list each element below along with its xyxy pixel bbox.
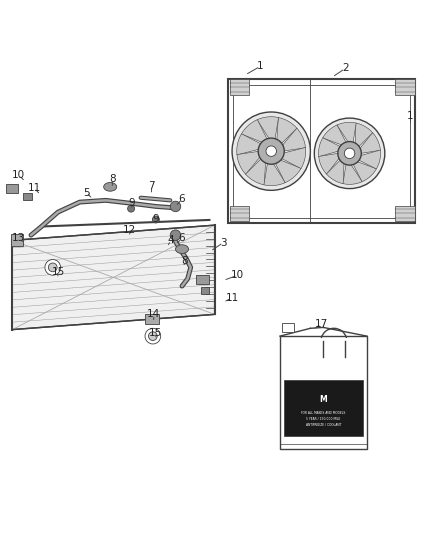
Circle shape [344,148,355,158]
Polygon shape [277,117,297,144]
Text: 1: 1 [407,111,414,122]
Text: 13: 13 [12,233,25,243]
Text: 14: 14 [147,309,160,319]
Text: 9: 9 [129,198,135,208]
Bar [282,323,294,332]
Bar [11,235,23,246]
Polygon shape [257,117,279,140]
Circle shape [232,112,311,190]
Circle shape [152,216,159,223]
Polygon shape [360,133,381,154]
Polygon shape [343,164,362,184]
Polygon shape [319,154,339,174]
Polygon shape [323,125,346,145]
Polygon shape [280,148,306,168]
Bar [280,336,367,449]
Polygon shape [264,162,285,185]
Circle shape [338,142,361,165]
Ellipse shape [176,245,188,254]
Circle shape [148,332,157,341]
Polygon shape [359,150,381,169]
Polygon shape [282,128,306,151]
Bar [284,379,364,436]
Text: 5 YEAR / 150,000 MILE: 5 YEAR / 150,000 MILE [306,417,341,421]
Text: 11: 11 [28,183,41,193]
Circle shape [258,138,284,164]
Circle shape [266,146,276,156]
Text: 3: 3 [220,238,226,247]
Text: 15: 15 [149,328,162,337]
Text: ANTIFREEZE / COOLANT: ANTIFREEZE / COOLANT [306,423,341,427]
Bar [228,79,415,223]
Text: 10: 10 [231,270,244,280]
Text: 9: 9 [152,214,159,224]
Bar [196,275,208,284]
Bar [201,287,209,294]
Text: 17: 17 [314,319,328,329]
Bar [233,85,410,218]
Polygon shape [275,159,301,183]
Bar [6,184,18,192]
Bar [395,79,415,94]
Polygon shape [246,158,266,185]
Bar [145,313,159,324]
Text: 2: 2 [342,63,349,74]
Circle shape [127,205,134,212]
Text: 6: 6 [179,233,185,243]
Bar [230,206,250,221]
Text: 10: 10 [12,170,25,180]
Circle shape [170,230,181,240]
Text: 4: 4 [168,236,174,245]
Circle shape [45,260,60,275]
Bar [230,79,250,94]
Circle shape [170,201,181,212]
Polygon shape [12,225,215,329]
Text: 7: 7 [148,181,155,191]
Polygon shape [355,123,373,147]
Text: 11: 11 [226,293,239,303]
Polygon shape [326,160,344,184]
Text: 6: 6 [179,194,185,204]
Polygon shape [318,138,340,157]
Circle shape [145,328,161,344]
Text: FOR ALL MAKES AND MODELS: FOR ALL MAKES AND MODELS [301,411,346,415]
Bar [395,206,415,221]
Polygon shape [237,151,261,174]
Polygon shape [237,134,262,155]
Text: 12: 12 [123,224,136,235]
Polygon shape [353,161,377,182]
Ellipse shape [104,182,117,191]
Circle shape [314,118,385,189]
Circle shape [48,263,57,272]
Polygon shape [337,123,356,142]
Text: 5: 5 [83,188,89,198]
Bar [23,193,32,200]
Text: M: M [320,395,327,404]
Text: 8: 8 [109,174,116,184]
Polygon shape [241,119,268,143]
Text: 1: 1 [257,61,264,71]
Text: 15: 15 [51,266,64,277]
Text: 8: 8 [181,256,187,266]
